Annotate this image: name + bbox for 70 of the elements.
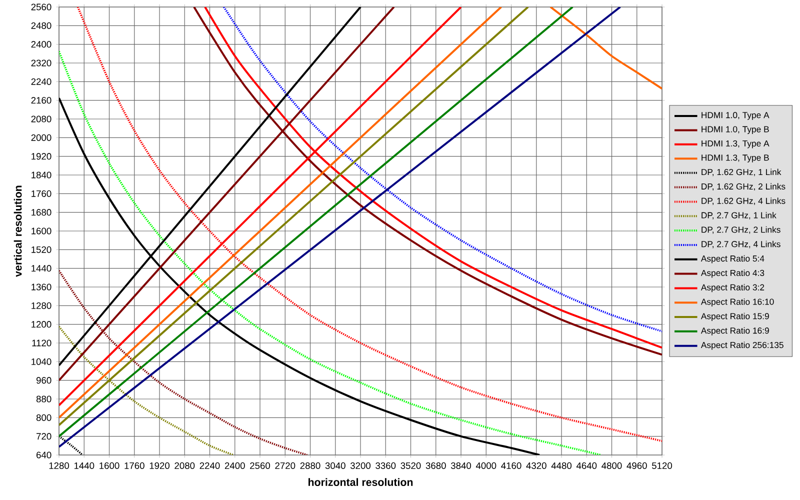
y-tick-label: 1600 — [32, 228, 52, 234]
x-tick-label: 3040 — [325, 462, 346, 469]
y-tick-label: 2560 — [31, 4, 52, 10]
x-tick-label: 2720 — [275, 462, 296, 469]
x-tick-label: 1600 — [100, 462, 120, 469]
legend-label: Aspect Ratio 3:2 — [700, 284, 764, 292]
x-tick-label: 3360 — [376, 462, 396, 469]
x-tick-label: 4640 — [576, 462, 597, 469]
y-tick-label: 2240 — [31, 78, 52, 85]
legend-label: DP, 2.7 GHz, 4 Links — [702, 240, 780, 248]
legend-label: Aspect Ratio 15:9 — [700, 312, 769, 321]
x-tick-label: 1280 — [49, 462, 70, 469]
y-tick-label: 2320 — [31, 60, 52, 66]
y-tick-label: 1760 — [32, 190, 52, 197]
x-tick-label: 3680 — [426, 462, 446, 469]
legend-label: Aspect Ratio 5:4 — [700, 255, 764, 264]
y-tick-label: 2160 — [31, 97, 52, 104]
x-tick-label: 4960 — [626, 462, 647, 469]
x-tick-label: 2560 — [250, 462, 270, 469]
y-tick-label: 640 — [36, 452, 52, 458]
legend-label: Aspect Ratio 16:10 — [700, 298, 774, 307]
x-tick-label: 2880 — [300, 462, 320, 469]
x-tick-label: 2240 — [200, 462, 220, 469]
y-tick-label: 1840 — [32, 172, 52, 178]
x-tick-label: 1760 — [124, 462, 144, 469]
y-tick-label: 960 — [36, 377, 52, 384]
y-axis-title: vertical resolution — [14, 186, 22, 277]
x-tick-label: 1440 — [74, 462, 94, 469]
y-tick-label: 1280 — [32, 302, 52, 309]
y-tick-label: 720 — [36, 433, 52, 440]
y-tick-label: 2080 — [31, 116, 52, 122]
y-tick-label: 2480 — [31, 22, 52, 29]
x-tick-label: 4320 — [526, 462, 546, 469]
x-tick-label: 3520 — [400, 462, 421, 469]
legend-label: HDMI 1.3, Type A — [702, 140, 770, 148]
legend-label: HDMI 1.0, Type A — [702, 112, 770, 120]
y-tick-label: 1440 — [32, 265, 52, 272]
x-tick-label: 1920 — [150, 462, 170, 469]
y-tick-label: 1200 — [32, 321, 52, 328]
legend-label: DP, 2.7 GHz, 2 Links — [702, 226, 780, 234]
x-tick-label: 3200 — [350, 462, 371, 469]
y-tick-label: 1040 — [32, 358, 52, 365]
x-axis-title: horizontal resolution — [308, 478, 413, 486]
legend-label: HDMI 1.3, Type B — [702, 154, 769, 162]
y-tick-label: 2000 — [31, 134, 52, 141]
x-tick-label: 2080 — [174, 462, 195, 469]
y-tick-label: 1360 — [32, 284, 52, 290]
y-tick-label: 2400 — [31, 41, 52, 48]
legend-label: Aspect Ratio 16:9 — [700, 327, 769, 336]
legend-label: HDMI 1.0, Type B — [702, 126, 769, 134]
x-tick-label: 4000 — [476, 462, 496, 469]
y-tick-label: 1920 — [32, 153, 52, 160]
x-tick-label: 4800 — [602, 462, 622, 469]
x-tick-label: 4160 — [501, 462, 522, 469]
y-tick-label: 1520 — [32, 246, 52, 253]
x-tick-label: 5120 — [652, 462, 672, 469]
y-tick-label: 880 — [36, 396, 52, 402]
legend-label: Aspect Ratio 4:3 — [700, 270, 764, 278]
legend-label: DP, 1.62 GHz, 4 Links — [702, 198, 786, 205]
y-tick-label: 1120 — [32, 340, 52, 346]
x-tick-label: 4480 — [551, 462, 572, 469]
legend-label: DP, 1.62 GHz, 1 Link — [702, 168, 782, 176]
x-tick-label: 3840 — [450, 462, 472, 469]
y-tick-label: 800 — [36, 414, 52, 421]
legend-label: DP, 2.7 GHz, 1 Link — [702, 212, 776, 220]
line-series — [550, 6, 662, 90]
y-tick-label: 1680 — [32, 209, 52, 216]
legend-label: DP, 1.62 GHz, 2 Links — [702, 183, 786, 191]
x-tick-label: 2400 — [224, 462, 245, 469]
legend-label: Aspect Ratio 256:135 — [700, 342, 784, 350]
